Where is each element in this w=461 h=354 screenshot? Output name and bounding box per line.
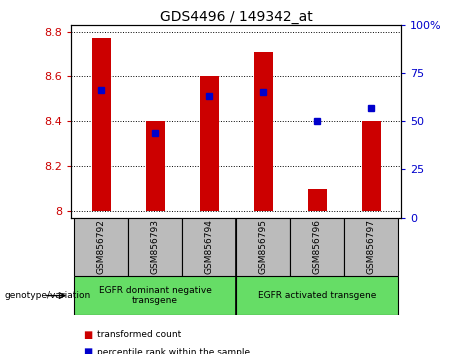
Bar	[344, 218, 398, 276]
Bar	[236, 276, 398, 315]
Text: ■: ■	[83, 347, 92, 354]
Text: EGFR activated transgene: EGFR activated transgene	[258, 291, 377, 300]
Bar	[362, 121, 381, 211]
Text: GSM856797: GSM856797	[367, 219, 376, 274]
Text: GSM856796: GSM856796	[313, 219, 322, 274]
Bar	[128, 218, 182, 276]
Text: genotype/variation: genotype/variation	[5, 291, 91, 300]
Text: percentile rank within the sample: percentile rank within the sample	[97, 348, 250, 354]
Bar	[308, 189, 327, 211]
Text: GSM856795: GSM856795	[259, 219, 268, 274]
Bar	[236, 218, 290, 276]
Text: GSM856794: GSM856794	[205, 219, 214, 274]
Bar	[200, 76, 219, 211]
Bar	[290, 218, 344, 276]
Text: GSM856793: GSM856793	[151, 219, 160, 274]
Text: GSM856792: GSM856792	[97, 219, 106, 274]
Bar	[74, 276, 236, 315]
Text: EGFR dominant negative
transgene: EGFR dominant negative transgene	[99, 286, 212, 305]
Text: ■: ■	[83, 330, 92, 339]
Bar	[182, 218, 236, 276]
Bar	[146, 121, 165, 211]
Text: transformed count: transformed count	[97, 330, 181, 339]
Bar	[254, 52, 273, 211]
Title: GDS4496 / 149342_at: GDS4496 / 149342_at	[160, 10, 313, 24]
Bar	[92, 38, 111, 211]
Bar	[74, 218, 128, 276]
